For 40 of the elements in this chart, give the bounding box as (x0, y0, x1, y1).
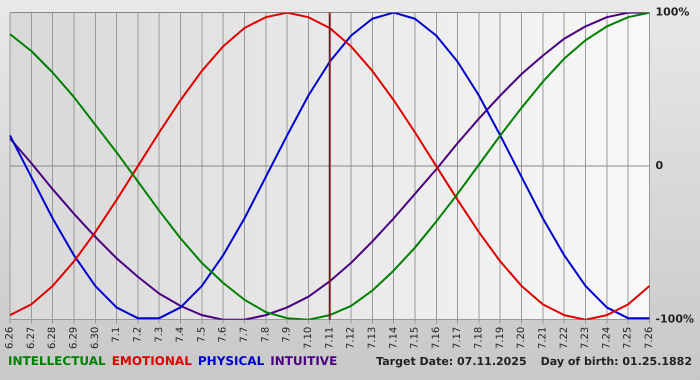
x-tick-label: 7.8 (260, 326, 272, 343)
x-tick-label: 7.24 (601, 326, 612, 349)
x-tick-label: 7.4 (175, 326, 186, 343)
x-tick-label: 7.7 (239, 326, 250, 343)
x-tick-label: 6.26 (4, 326, 16, 349)
x-tick-label: 7.16 (430, 326, 442, 349)
x-tick-label: 7.10 (303, 326, 314, 349)
x-tick-label: 7.9 (282, 326, 293, 343)
x-tick-label: 7.6 (218, 326, 229, 343)
y-tick-label: 100% (655, 5, 690, 18)
x-tick-label: 7.20 (516, 326, 528, 349)
text: EMOTIONAL (112, 354, 192, 368)
x-tick-label: 7.1 (111, 326, 122, 343)
text: INTUITIVE (270, 354, 338, 368)
x-tick-label: 7.21 (537, 326, 548, 349)
x-tick-label: 6.27 (26, 326, 37, 349)
x-tick-label: 7.23 (580, 326, 592, 349)
x-tick-label: 7.12 (346, 326, 357, 349)
x-tick-label: 7.26 (644, 326, 656, 349)
x-tick-label: 7.15 (410, 326, 421, 349)
x-tick-label: 7.13 (366, 326, 378, 349)
x-tick-label: 6.28 (47, 326, 58, 349)
x-tick-label: 7.14 (388, 326, 400, 349)
x-tick-label: 7.19 (494, 326, 506, 349)
x-tick-label: 7.2 (132, 326, 144, 343)
x-tick-label: 7.17 (452, 326, 464, 349)
x-tick-label: 7.11 (324, 326, 336, 349)
x-tick-label: 7.22 (558, 326, 570, 349)
text: Target Date: 07.11.2025 (376, 355, 527, 368)
text: INTELLECTUAL (8, 354, 106, 368)
text: Day of birth: 01.25.1882 (540, 355, 692, 368)
x-tick-label: 7.25 (622, 326, 634, 349)
y-tick-label: 0 (655, 159, 664, 172)
x-tick-label: 6.30 (90, 326, 101, 349)
x-tick-label: 6.29 (68, 326, 80, 349)
x-tick-label: 7.3 (154, 326, 165, 343)
x-tick-label: 7.5 (196, 326, 208, 343)
text: PHYSICAL (198, 354, 264, 368)
x-tick-label: 7.18 (474, 326, 485, 349)
y-tick-label: -100% (655, 312, 694, 326)
